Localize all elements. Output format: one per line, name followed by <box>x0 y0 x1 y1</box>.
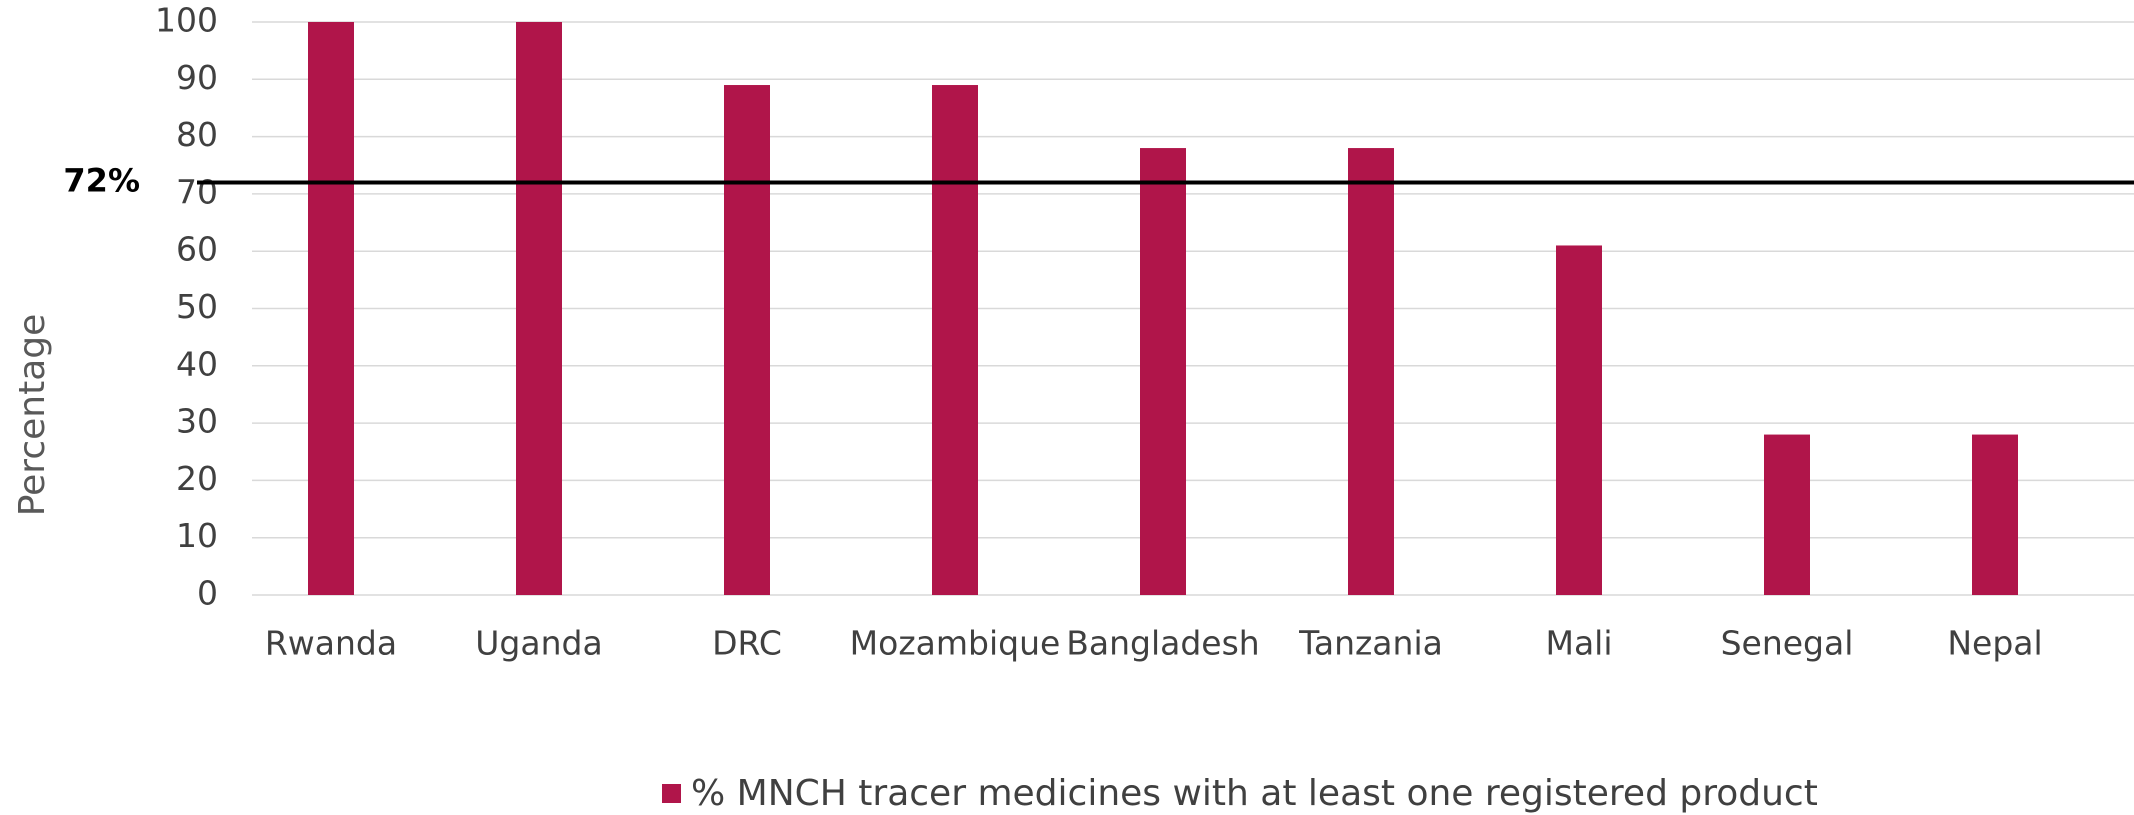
x-tick-label: Mozambique <box>850 624 1061 663</box>
bar <box>724 85 770 595</box>
y-tick-label: 100 <box>155 1 218 40</box>
bar <box>1348 148 1394 595</box>
x-tick-label: Nepal <box>1947 624 2042 663</box>
legend-label: % MNCH tracer medicines with at least on… <box>691 773 1818 814</box>
x-tick-label: Tanzania <box>1298 624 1443 663</box>
bar <box>1140 148 1186 595</box>
x-tick-label: Uganda <box>475 624 602 663</box>
y-axis-title: Percentage <box>12 314 53 517</box>
bar <box>1972 434 2018 595</box>
bar <box>516 22 562 595</box>
bar <box>1764 434 1810 595</box>
y-tick-label: 90 <box>176 58 218 97</box>
reference-label: 72% <box>63 161 140 199</box>
x-tick-label: Senegal <box>1721 624 1854 663</box>
y-tick-label: 10 <box>176 516 218 555</box>
y-tick-label: 50 <box>176 287 218 326</box>
bar <box>1556 245 1602 595</box>
x-tick-label: Rwanda <box>265 624 397 663</box>
legend-swatch <box>662 784 681 803</box>
y-tick-label: 80 <box>176 115 218 154</box>
y-tick-label: 20 <box>176 459 218 498</box>
y-tick-label: 60 <box>176 230 218 269</box>
x-tick-label: Bangladesh <box>1066 624 1259 663</box>
y-tick-label: 30 <box>176 402 218 441</box>
bar <box>308 22 354 595</box>
y-tick-label: 40 <box>176 344 218 383</box>
x-tick-label: DRC <box>712 624 782 663</box>
y-tick-label: 0 <box>197 574 218 613</box>
x-tick-label: Mali <box>1545 624 1612 663</box>
y-tick-label: 70 <box>176 172 218 211</box>
bar <box>932 85 978 595</box>
